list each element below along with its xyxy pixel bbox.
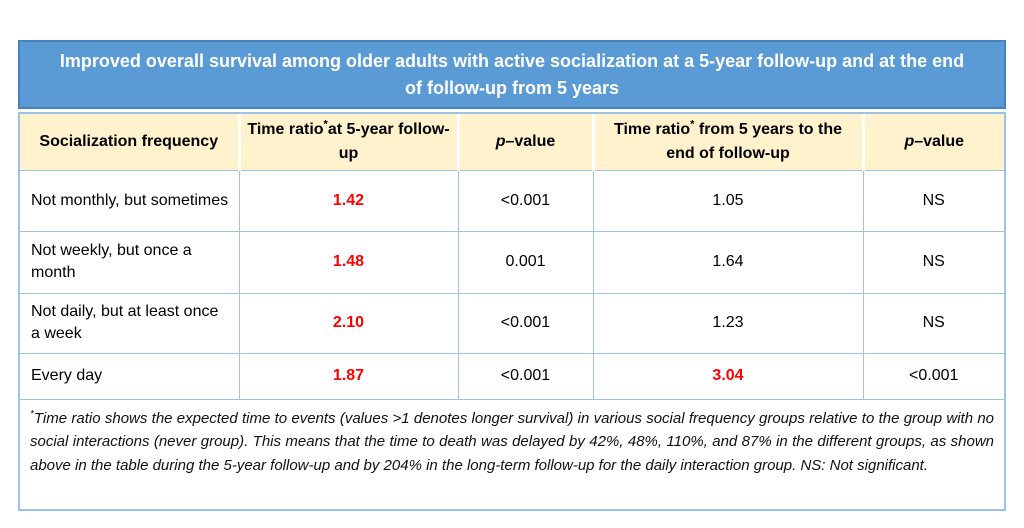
- p-value-end-cell: <0.001: [862, 352, 1004, 399]
- table-frame: Socialization frequency Time ratio*at 5-…: [18, 112, 1006, 511]
- time-ratio-5yr-cell: 1.42: [238, 169, 458, 231]
- p-value-end-cell: NS: [862, 230, 1004, 293]
- footnote-text: Time ratio shows the expected time to ev…: [30, 409, 994, 474]
- frequency-cell: Not daily, but at least once a week: [20, 292, 239, 353]
- p-value-5yr-cell: <0.001: [457, 352, 593, 399]
- column-header-time-ratio-end: Time ratio* from 5 years to the end of f…: [591, 114, 863, 171]
- table-footnote: *Time ratio shows the expected time to e…: [20, 398, 1004, 509]
- p-value-5yr-cell: <0.001: [457, 169, 593, 231]
- header-text: –value: [914, 132, 965, 150]
- p-value-end-cell: NS: [862, 292, 1004, 353]
- frequency-cell: Not monthly, but sometimes: [20, 169, 239, 231]
- survival-table-figure: Improved overall survival among older ad…: [18, 40, 1006, 511]
- header-text: Time ratio: [247, 120, 324, 138]
- data-table: Socialization frequency Time ratio*at 5-…: [20, 114, 1004, 509]
- p-symbol: p: [495, 132, 506, 150]
- column-header-p-value-end: p–value: [861, 114, 1004, 171]
- p-value-end-cell: NS: [862, 169, 1004, 231]
- asterisk-marker: *: [323, 118, 328, 131]
- frequency-cell: Every day: [20, 352, 239, 399]
- column-header-socialization-frequency: Socialization frequency: [20, 114, 239, 171]
- table-title: Improved overall survival among older ad…: [18, 40, 1006, 109]
- table-row: Not daily, but at least once a week 2.10…: [20, 292, 1004, 353]
- footnote-row: *Time ratio shows the expected time to e…: [20, 398, 1004, 509]
- time-ratio-5yr-cell: 1.48: [238, 230, 458, 293]
- table-row: Not monthly, but sometimes 1.42 <0.001 1…: [20, 169, 1004, 231]
- asterisk-marker: *: [690, 118, 695, 131]
- time-ratio-end-cell: 3.04: [592, 352, 863, 399]
- table-row: Every day 1.87 <0.001 3.04 <0.001: [20, 352, 1004, 399]
- time-ratio-5yr-cell: 2.10: [238, 292, 458, 353]
- p-value-5yr-cell: <0.001: [457, 292, 593, 353]
- time-ratio-end-cell: 1.23: [592, 292, 863, 353]
- header-text: Time ratio: [613, 120, 691, 138]
- frequency-cell: Not weekly, but once a month: [20, 230, 239, 293]
- column-header-p-value-5yr: p–value: [456, 114, 593, 171]
- header-text: –value: [505, 132, 556, 150]
- header-text: at 5-year follow-up: [327, 120, 450, 162]
- time-ratio-5yr-cell: 1.87: [238, 352, 458, 399]
- header-row: Socialization frequency Time ratio*at 5-…: [20, 114, 1004, 171]
- table-row: Not weekly, but once a month 1.48 0.001 …: [20, 230, 1004, 293]
- p-value-5yr-cell: 0.001: [457, 230, 593, 293]
- p-symbol: p: [904, 132, 915, 150]
- header-text: from 5 years to the end of follow-up: [666, 120, 843, 162]
- time-ratio-end-cell: 1.64: [592, 230, 863, 293]
- time-ratio-end-cell: 1.05: [592, 169, 863, 231]
- column-header-time-ratio-5yr: Time ratio*at 5-year follow-up: [237, 114, 458, 171]
- footnote-asterisk-marker: *: [30, 408, 34, 420]
